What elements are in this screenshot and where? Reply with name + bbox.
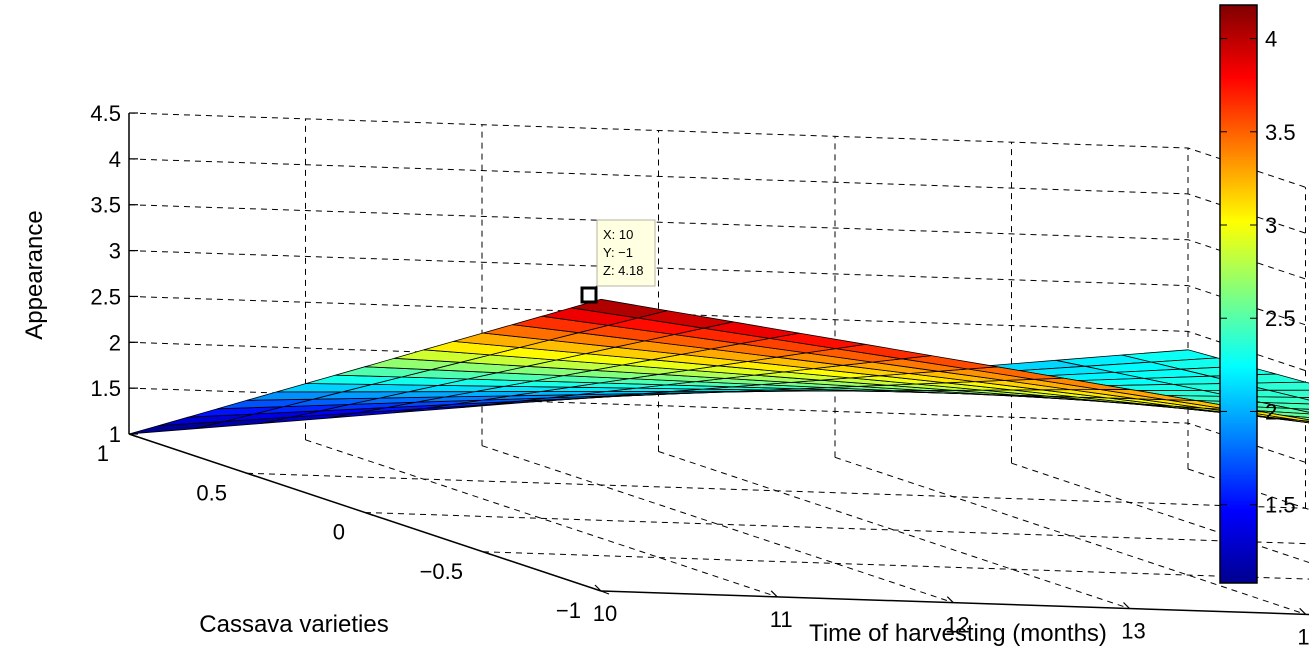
- floor-grid-line: [834, 456, 1306, 615]
- y-tick-mark: [600, 590, 610, 595]
- datatip[interactable]: X: 10 Y: −1 Z: 4.18: [580, 219, 656, 304]
- floor-grid-line: [246, 472, 1306, 509]
- x-tick-label: 12: [945, 613, 969, 638]
- y-tick-label: −1: [556, 598, 581, 623]
- z-tick-label: 3: [109, 239, 121, 264]
- y-tick-mark: [364, 511, 374, 517]
- x-tick-mark: [946, 596, 954, 604]
- y-tick-label: −0.5: [420, 559, 463, 584]
- x-tick-mark: [594, 584, 602, 592]
- y-tick-mark: [482, 551, 492, 556]
- x-tick-label: 14: [1297, 624, 1309, 649]
- colorbar-tick-label: 3: [1265, 213, 1277, 238]
- floor-grid-line: [481, 445, 954, 604]
- z-tick-label: 2: [109, 330, 121, 355]
- datatip-x: X: 10: [603, 227, 633, 242]
- z-axis-label: Appearance: [21, 210, 48, 339]
- y-tick-label: 1: [97, 441, 109, 466]
- x-tick-mark: [1299, 607, 1307, 615]
- colorbar-tick-label: 4: [1265, 27, 1277, 52]
- x-axis-ticks: 10111213141516: [593, 584, 1309, 649]
- x-tick-mark: [1123, 602, 1130, 609]
- colorbar-ticks: 1.5 2 2.5 3 3.5 4: [1220, 27, 1296, 518]
- y-tick-mark: [128, 433, 138, 438]
- colorbar: 1.5 2 2.5 3 3.5 4: [1219, 4, 1296, 584]
- colorbar-tick-label: 2.5: [1265, 306, 1296, 331]
- x-tick-label: 10: [593, 601, 617, 626]
- floor-grid-lines: [246, 439, 1309, 615]
- datatip-box: [596, 219, 656, 287]
- floor-grid-line: [364, 512, 1309, 545]
- colorbar-gradient: [1219, 4, 1258, 584]
- x-axis-label: Time of harvesting (months): [809, 620, 1107, 647]
- y-tick-mark: [246, 472, 256, 477]
- y-tick-label: 0.5: [196, 480, 227, 505]
- y-axis-label: Cassava varieties: [199, 611, 388, 638]
- colorbar-tick-label: 2: [1265, 399, 1277, 424]
- datatip-y: Y: −1: [603, 245, 633, 260]
- datatip-z: Z: 4.18: [603, 263, 643, 278]
- floor-grid-line: [482, 551, 1309, 580]
- z-tick-label: 1: [109, 422, 121, 447]
- colorbar-tick-label: 3.5: [1265, 120, 1296, 145]
- z-tick-label: 4: [109, 147, 121, 172]
- y-tick-label: 0: [333, 520, 345, 545]
- z-tick-label: 3.5: [90, 193, 121, 218]
- colorbar-tick-label: 1.5: [1265, 493, 1296, 518]
- z-grid-line: [128, 204, 1309, 281]
- y-axis-ticks: 1 0.5 0 −0.5 −1: [97, 433, 610, 623]
- z-tick-label: 4.5: [90, 101, 121, 126]
- floor-grid-line: [1187, 468, 1309, 510]
- surface-cell: [1305, 422, 1309, 424]
- floor-grid-line: [305, 439, 778, 598]
- z-grid-line: [128, 250, 1309, 327]
- floor-grid-line: [658, 451, 1130, 609]
- z-grid-line: [128, 112, 1309, 189]
- z-tick-label: 1.5: [90, 376, 121, 401]
- floor-grid-line: [1011, 462, 1309, 564]
- x-tick-mark: [770, 590, 778, 598]
- z-axis-ticks: 1 1.5 2 2.5 3 3.5 4 4.5: [90, 101, 138, 447]
- x-tick-label: 13: [1121, 619, 1145, 644]
- x-tick-label: 11: [770, 607, 793, 632]
- datatip-marker[interactable]: [580, 286, 598, 304]
- z-tick-label: 2.5: [90, 284, 121, 309]
